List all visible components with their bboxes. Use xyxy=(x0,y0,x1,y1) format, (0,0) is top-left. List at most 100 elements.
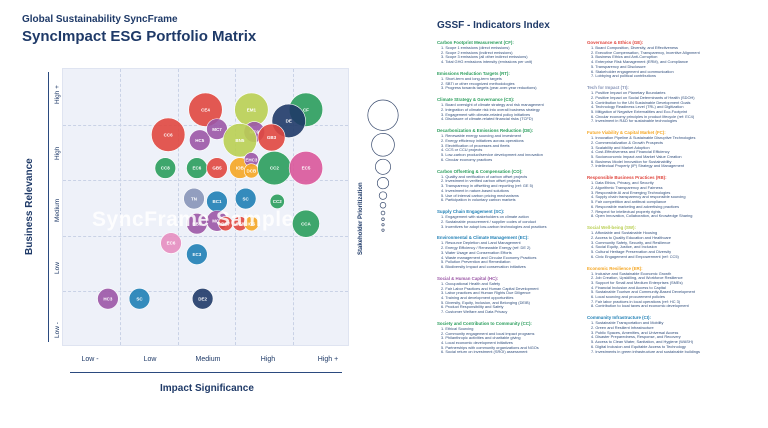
bubble-circle xyxy=(186,243,208,265)
bubble-point: EC3 xyxy=(186,243,208,265)
bubble-label: GB5 xyxy=(212,166,222,171)
index-item: 5. Socioeconomic Impact and Market Value… xyxy=(591,155,682,160)
bubble-circle xyxy=(189,129,211,151)
index-item: 3. Scalability and Market Adoption xyxy=(591,145,650,150)
index-item: 7. Investment in R&D for sustainable tec… xyxy=(591,119,678,124)
index-section: Climate Strategy & Governance (CS): 1. Bo… xyxy=(437,97,602,122)
bubble-point: CC6 xyxy=(151,117,186,152)
index-item: 3. Incentives for adopt low-carbon techn… xyxy=(441,224,547,229)
bubble-label: EC6 xyxy=(193,166,202,171)
bubble-point: SC xyxy=(234,187,257,210)
bubble-label: CCA xyxy=(301,221,311,226)
index-item: 4. Disclosure of climate-related financi… xyxy=(441,117,533,122)
index-item: 2. Green and Resilient Infrastructure xyxy=(591,326,654,331)
index-item: 6. Civic Engagement and Empowerment (ref… xyxy=(591,254,679,259)
index-item: 3. Community Safety, Security, and Resil… xyxy=(591,240,671,245)
bubble-label: CE8 xyxy=(236,221,245,226)
size-legend-circle xyxy=(367,99,399,131)
index-item: 2. Energy efficiency initiatives across … xyxy=(441,139,524,143)
watermark: SyncFrame Sample xyxy=(92,208,294,231)
index-item: 1. Sustainable Transportation and Mobili… xyxy=(591,321,664,326)
bubble-label: CC8 xyxy=(161,166,170,171)
y-axis-arrow xyxy=(48,72,49,342)
index-item: 2. Job Creation, Upskilling, and Workfor… xyxy=(591,276,683,281)
index-section: Future Viability & Capital Market (FC): 1… xyxy=(587,130,752,169)
index-item: 4. Cost-Effectiveness and Financial Effi… xyxy=(591,150,670,155)
bubble-label: DE2 xyxy=(198,296,207,301)
bubble-circle xyxy=(160,232,182,254)
bubble-circle xyxy=(188,92,223,127)
bubble-label: EC6 xyxy=(167,241,176,246)
bubble-circle xyxy=(257,123,286,152)
index-item: 6. Digital Inclusion and Equitable Acces… xyxy=(591,344,686,349)
index-column-left: Carbon Footprint Measurement (CF): 1. Sco… xyxy=(437,40,602,361)
index-item: 4. Investment in nature-based solutions xyxy=(441,188,509,193)
bubble-label: EC3 xyxy=(193,252,202,257)
index-item: 2. Positive Impact on Social Determinant… xyxy=(591,95,695,100)
index-item: 5. Partnerships with community organizat… xyxy=(441,345,539,350)
bubble-label: BN5 xyxy=(235,138,244,143)
bubble-label: HC5 xyxy=(195,138,204,143)
bubble-point: IOS xyxy=(243,216,259,232)
x-tick-label: Low - xyxy=(81,356,99,363)
brand-title: Global Sustainability SyncFrame xyxy=(22,14,178,25)
index-item: 1. Board oversight of climate strategy a… xyxy=(441,103,544,108)
index-column-right: Governance & Ethics (GE): 1. Board Compos… xyxy=(587,40,752,360)
bubble-label: DE xyxy=(286,118,292,123)
index-item: 8. Contribution to local taxes and econo… xyxy=(591,304,689,309)
index-item: 3. Water Usage and Conservation Efforts xyxy=(441,250,512,255)
index-item: 5. Cultural Heritage Preservation and Di… xyxy=(591,249,672,254)
size-legend-circle xyxy=(371,133,395,157)
index-section-title: Responsible Business Practices (RB): xyxy=(587,175,667,181)
size-legend xyxy=(367,99,399,232)
index-item: 1. Affordable and Sustainable Housing xyxy=(591,231,658,236)
bubble-point: HC3 xyxy=(97,288,119,310)
size-legend-circle xyxy=(375,158,391,175)
index-section: Community Infrastructure (CI): 1. Sustain… xyxy=(587,315,752,354)
bubble-point: EC5 xyxy=(288,150,324,186)
index-item: 2. Scope 2 emissions (indirect emissions… xyxy=(441,50,513,55)
bubble-label: BC1 xyxy=(212,199,221,204)
size-legend-circle xyxy=(380,210,386,216)
index-item: 5. Fair competition and antitrust compli… xyxy=(591,200,667,205)
bubble-point: CC2 xyxy=(257,150,292,186)
index-item: 3. Scope 3 emissions (all other indirect… xyxy=(441,55,528,60)
bubble-chart: CE4EM1CFDECC6HC5MC7MC9BN5GB3CC8EC6GB5IOB… xyxy=(97,92,324,310)
index-section-title: Social Well-being (SW): xyxy=(587,225,636,231)
index-section-title: Tech for Impact (TI): xyxy=(587,85,629,91)
index-item: 1. Innovation Pipeline & Sustainable Dis… xyxy=(591,136,696,141)
index-section-title: Climate Strategy & Governance (CS): xyxy=(437,97,515,103)
index-item: 2. Sustainable procurement / supplier co… xyxy=(441,219,536,224)
index-item: 6. Circular economy principles in produc… xyxy=(591,114,695,119)
bubble-point: TN xyxy=(183,187,205,210)
index-item: 2. Investment in verified carbon offset … xyxy=(441,179,521,184)
index-item: 1. Engagement with stakeholders on clima… xyxy=(441,215,529,220)
bubble-point: SC xyxy=(128,288,151,310)
index-item: 4. CCS or CCU projects xyxy=(441,148,483,153)
bubble-label: GB3 xyxy=(267,135,277,140)
index-item: 1. Occupational Health and Safety xyxy=(441,281,501,286)
index-section-title: Community Infrastructure (CI): xyxy=(587,315,651,321)
index-item: 5. Pollution Prevention and Remediation xyxy=(441,260,511,265)
index-section-title: Decarbonization & Emissions Reduction (D… xyxy=(437,128,534,134)
index-item: 5. Use of internal carbon pricing mechan… xyxy=(441,193,519,198)
bubble-label: CF xyxy=(303,107,309,112)
index-item: 3. Contribution to the UN Sustainable De… xyxy=(591,100,691,105)
index-item: 4. Technology Readiness Level (TRL) and … xyxy=(591,105,684,110)
bubble-point: DCB xyxy=(243,163,259,179)
index-item: 3. Public Spaces, Amenities, and Univers… xyxy=(591,330,679,335)
index-item: 2. SBTi or other recognized methodologie… xyxy=(441,81,515,86)
bubble-point: EC6 xyxy=(160,232,182,254)
index-item: 7. Customer Welfare and Data Privacy xyxy=(441,310,508,315)
index-item: 4. Training and development opportunitie… xyxy=(441,295,514,300)
bubble-label: BB5 xyxy=(192,221,201,226)
y-axis-label: Business Relevance xyxy=(24,158,35,255)
index-item: 1. Data Ethics, Privacy, and Security xyxy=(591,181,654,186)
index-item: 3. Responsible AI and Emerging Technolog… xyxy=(591,190,671,195)
size-legend-circle xyxy=(381,223,385,227)
bubble-label: CC2 xyxy=(270,166,279,171)
bubble-point: GB3 xyxy=(257,123,286,152)
x-tick-label: High xyxy=(260,356,276,363)
index-item: 1. Resource Depletion and Land Managemen… xyxy=(441,241,521,246)
size-legend-circle xyxy=(376,177,390,190)
